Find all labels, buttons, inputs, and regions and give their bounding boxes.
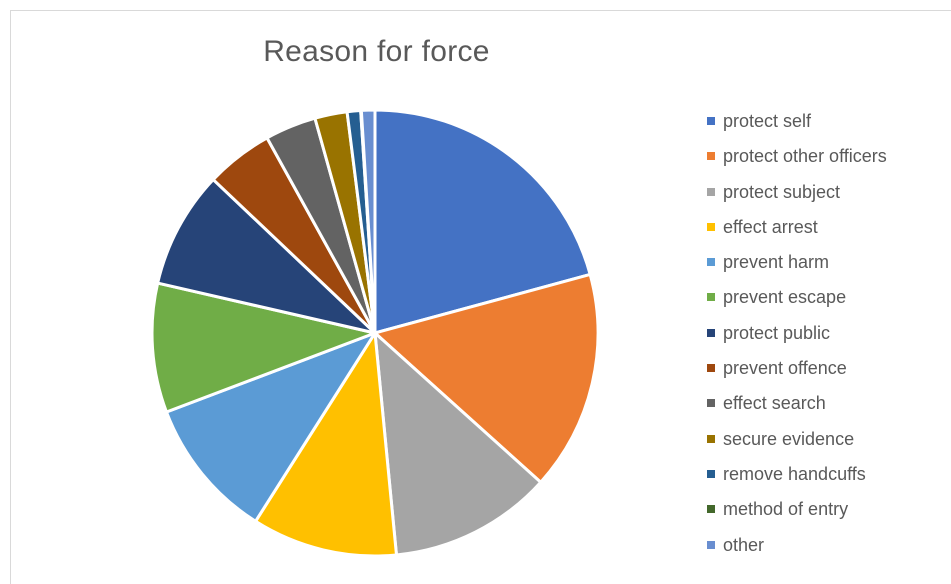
legend-label: other	[723, 534, 765, 555]
legend-label: effect search	[723, 393, 826, 414]
legend-item-prevent-escape: prevent escape	[707, 286, 887, 321]
legend-item-protect-public: protect public	[707, 322, 887, 357]
legend: protect self protect other officers protec…	[707, 110, 887, 569]
legend-label: prevent escape	[723, 287, 847, 308]
legend-item-effect-search: effect search	[707, 392, 887, 427]
pie-slice-protect-other-officers	[373, 272, 600, 484]
legend-swatch	[707, 434, 715, 443]
legend-item-effect-arrest: effect arrest	[707, 216, 887, 251]
legend-label: remove handcuffs	[723, 463, 866, 484]
legend-swatch	[707, 187, 715, 196]
legend-item-remove-handcuffs: remove handcuffs	[707, 463, 887, 498]
legend-label: method of entry	[723, 499, 849, 520]
legend-item-protect-other-officers: protect other officers	[707, 145, 887, 180]
legend-item-secure-evidence: secure evidence	[707, 428, 887, 463]
legend-label: secure evidence	[723, 428, 855, 449]
legend-label: protect public	[723, 322, 831, 343]
pie-slice-other	[359, 108, 377, 335]
legend-swatch	[707, 258, 715, 267]
pie-slice-prevent-harm	[164, 331, 377, 523]
legend-item-protect-subject: protect subject	[707, 181, 887, 216]
legend-label: protect subject	[723, 181, 841, 202]
legend-swatch	[707, 222, 715, 231]
legend-item-other: other	[707, 534, 887, 569]
legend-item-prevent-offence: prevent offence	[707, 357, 887, 392]
legend-label: prevent harm	[723, 252, 830, 273]
legend-swatch	[707, 152, 715, 161]
legend-swatch	[707, 293, 715, 302]
legend-item-protect-self: protect self	[707, 110, 887, 145]
pie-slice-protect-self	[373, 108, 592, 335]
pie-slice-effect-arrest	[254, 331, 398, 558]
legend-swatch	[707, 328, 715, 337]
pie-slice-prevent-escape	[150, 281, 377, 414]
pie-slice-protect-subject	[373, 331, 543, 557]
legend-item-method-of-entry: method of entry	[707, 498, 887, 533]
pie-slice-protect-public	[156, 178, 377, 335]
legend-label: protect self	[723, 111, 812, 131]
legend-label: protect other officers	[723, 146, 887, 167]
legend-swatch	[707, 540, 715, 549]
legend-swatch	[707, 399, 715, 408]
legend-swatch	[707, 505, 715, 514]
legend-swatch	[707, 117, 715, 125]
legend-swatch	[707, 469, 715, 478]
legend-swatch	[707, 364, 715, 373]
legend-item-prevent-harm: prevent harm	[707, 251, 887, 286]
legend-label: prevent offence	[723, 358, 847, 379]
legend-label: effect arrest	[723, 216, 818, 237]
chart-title: Reason for force	[263, 35, 490, 68]
